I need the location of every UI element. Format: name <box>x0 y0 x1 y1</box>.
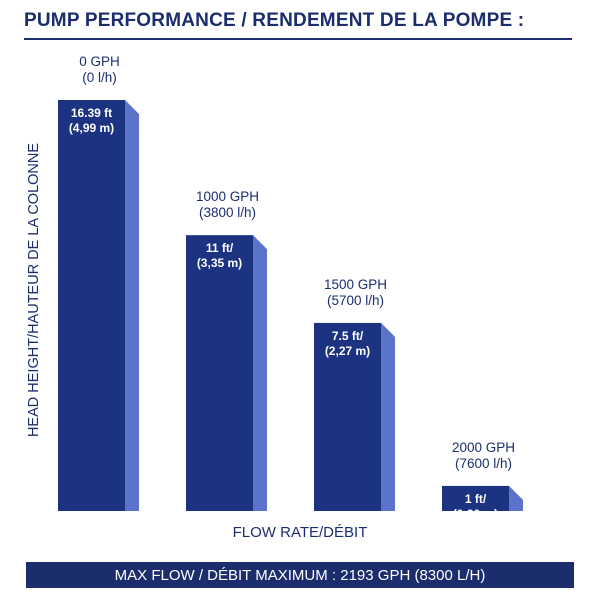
bar <box>314 322 381 511</box>
bar-side <box>253 235 267 511</box>
category-label: (3800 l/h) <box>199 205 256 220</box>
value-label: (2,27 m) <box>325 344 370 358</box>
value-label: 16.39 ft <box>71 106 112 120</box>
category-label: (7600 l/h) <box>455 456 512 471</box>
category-label: 1500 GPH <box>324 277 387 292</box>
max-flow-banner: MAX FLOW / DÉBIT MAXIMUM : 2193 GPH (830… <box>26 562 574 588</box>
value-label: (4,99 m) <box>69 121 114 135</box>
value-label: 7.5 ft/ <box>332 329 364 343</box>
category-label: (0 l/h) <box>82 70 117 85</box>
x-axis-label: FLOW RATE/DÉBIT <box>232 524 368 541</box>
title-divider <box>24 38 572 40</box>
category-label: (5700 l/h) <box>327 293 384 308</box>
category-label: 2000 GPH <box>452 440 515 455</box>
bar-side <box>381 322 395 511</box>
bar-side <box>509 485 523 511</box>
bar <box>442 485 509 511</box>
value-label: (0,30 m) <box>453 507 498 521</box>
category-label: 1000 GPH <box>196 189 259 204</box>
value-label: (3,35 m) <box>197 256 242 270</box>
bar <box>186 235 253 511</box>
bar <box>58 100 125 511</box>
chart-title: PUMP PERFORMANCE / RENDEMENT DE LA POMPE… <box>24 10 525 31</box>
category-label: 0 GPH <box>79 54 120 69</box>
value-label: 11 ft/ <box>206 241 234 255</box>
value-label: 1 ft/ <box>465 492 487 506</box>
bar-side <box>125 100 139 511</box>
